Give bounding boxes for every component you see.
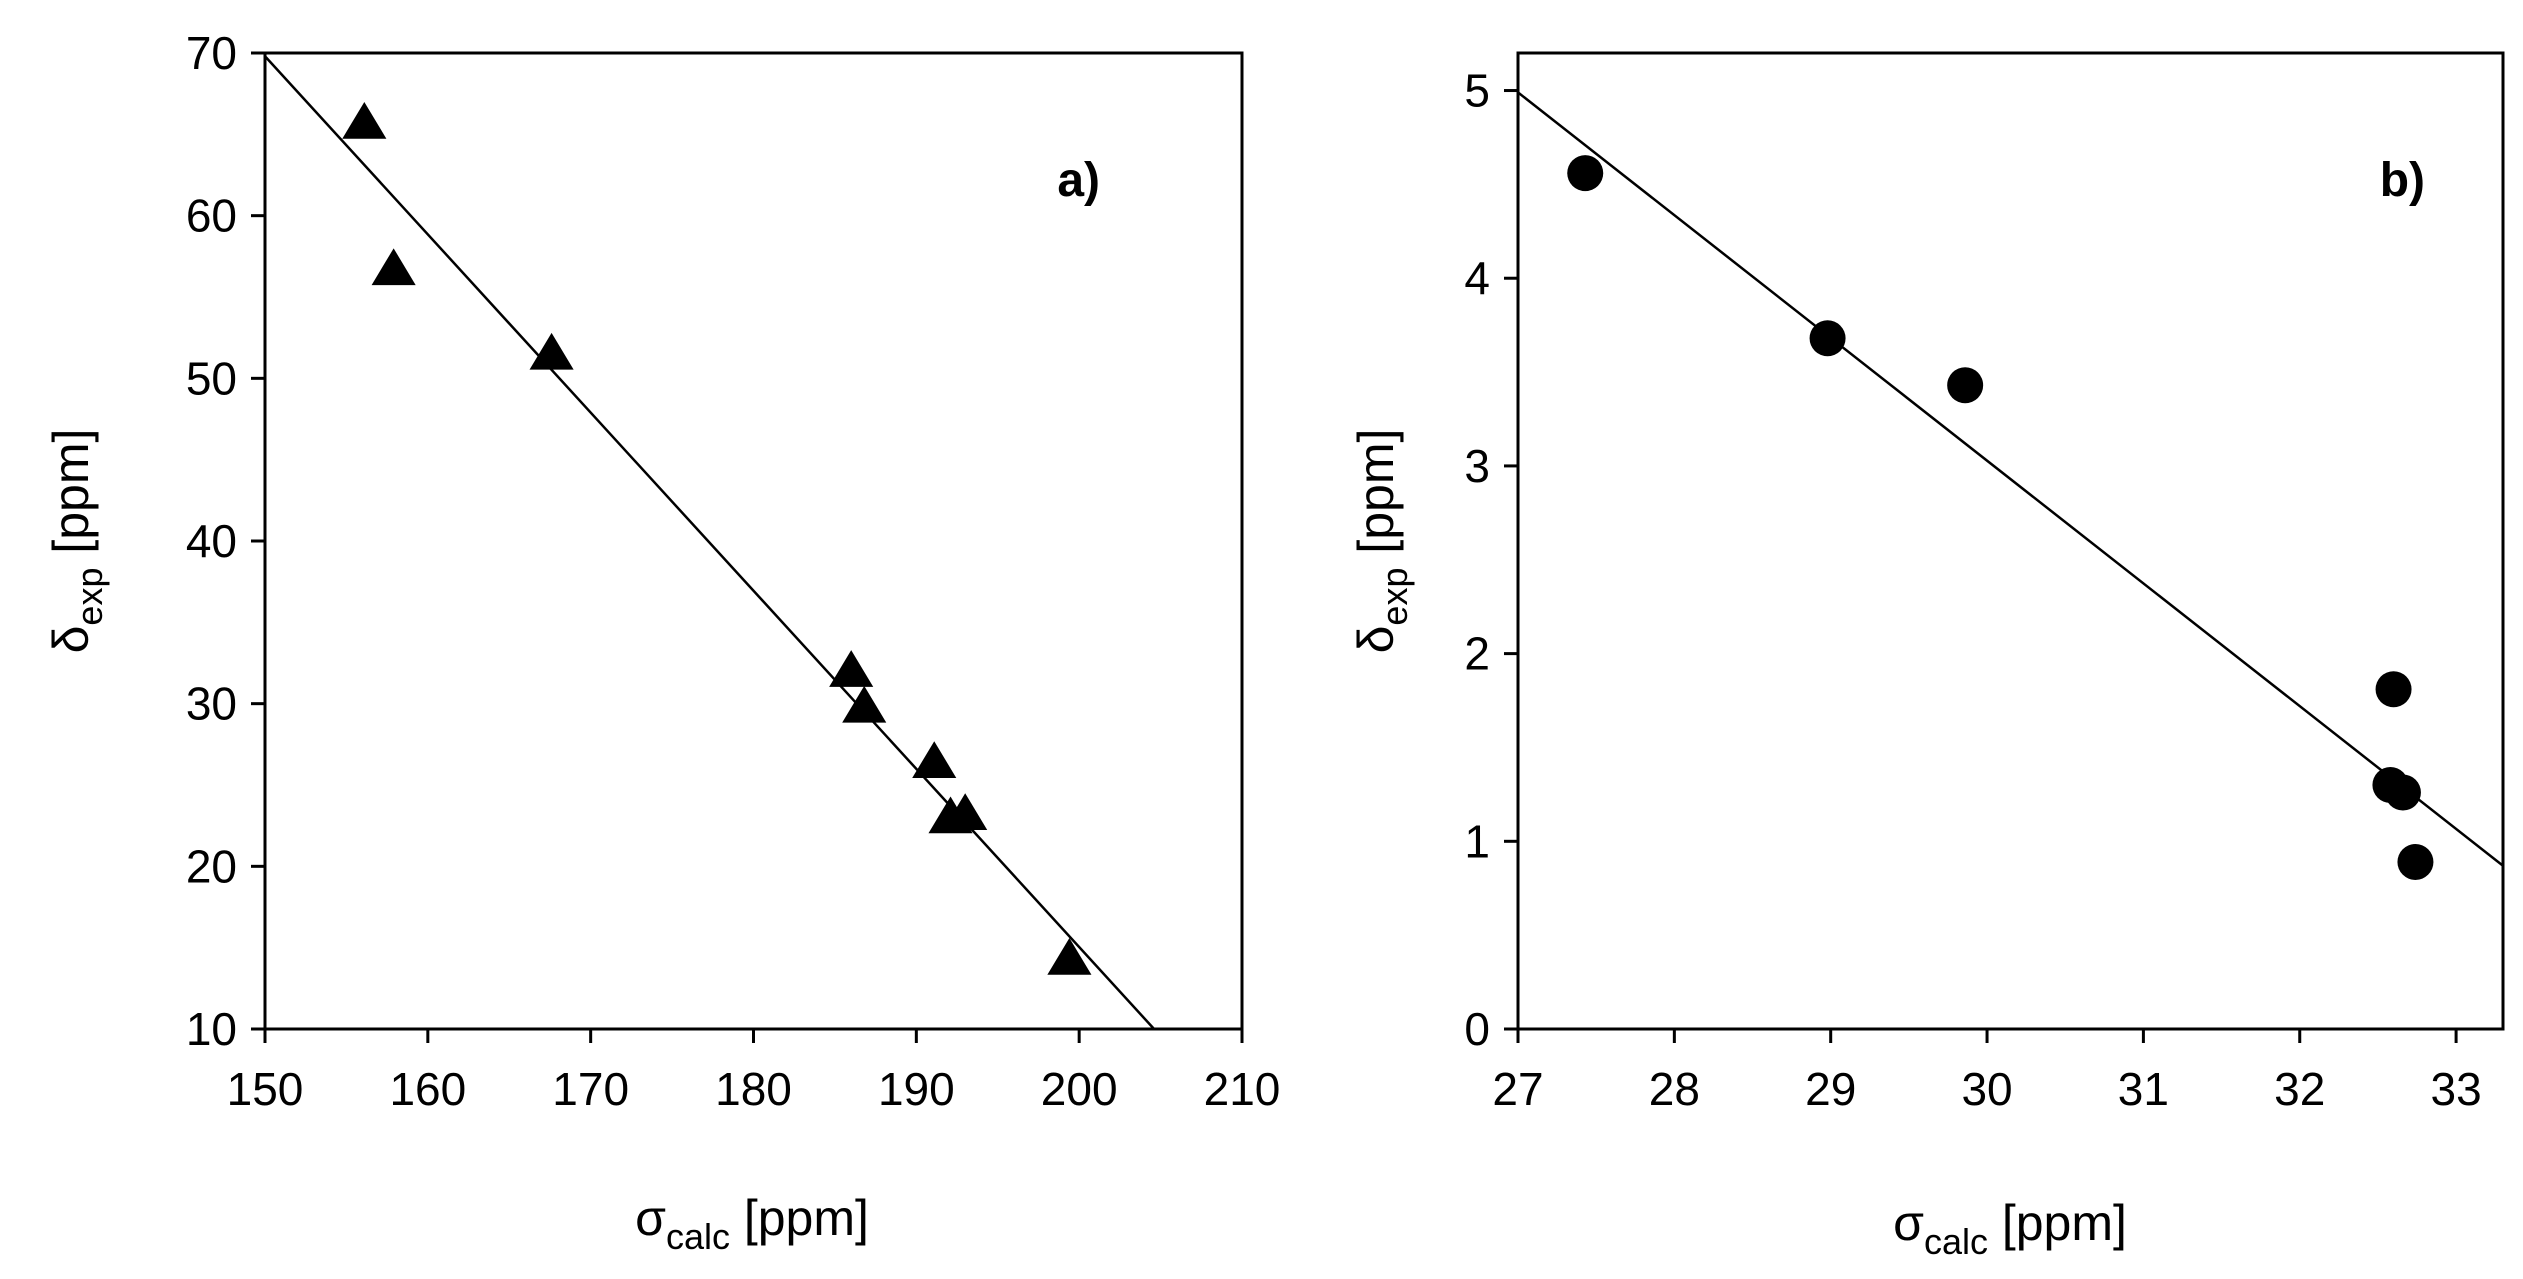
panel-a-x-tick-label: 210 bbox=[1204, 1063, 1281, 1115]
panel-b-label: b) bbox=[2380, 154, 2425, 207]
panel-b-point bbox=[2397, 844, 2433, 880]
panel-a-label: a) bbox=[1057, 154, 1100, 207]
panel-b-x-axis-unit: [ppm] bbox=[1988, 1195, 2127, 1251]
panel-b-x-tick-labels: 27 28 29 30 31 32 33 bbox=[1492, 1063, 2481, 1115]
panel-b-y-axis-subscript: exp bbox=[1374, 568, 1415, 626]
panel-a-y-axis-symbol: δ bbox=[43, 626, 99, 654]
panel-a-point bbox=[912, 741, 956, 778]
panel-a-point bbox=[829, 650, 873, 687]
panel-b-point bbox=[2376, 671, 2412, 707]
panel-b: 27 28 29 30 31 32 33 0 1 2 3 4 5 b) σcalc [ppm] δex… bbox=[1348, 53, 2503, 1262]
panel-a-x-tick-label: 170 bbox=[552, 1063, 629, 1115]
panel-a-y-tick-label: 50 bbox=[186, 352, 237, 404]
panel-a-y-tick-label: 10 bbox=[186, 1003, 237, 1055]
panel-b-y-ticks bbox=[1504, 91, 1518, 1029]
panel-b-point bbox=[2385, 775, 2421, 811]
panel-a-x-tick-label: 150 bbox=[227, 1063, 304, 1115]
panel-a-x-ticks bbox=[265, 1029, 1242, 1043]
panel-b-y-tick-label: 0 bbox=[1464, 1003, 1490, 1055]
panel-b-x-tick-label: 30 bbox=[1961, 1063, 2012, 1115]
panel-a-x-axis-symbol: σ bbox=[635, 1190, 666, 1246]
panel-a-point bbox=[1047, 938, 1091, 975]
panel-b-x-tick-label: 33 bbox=[2431, 1063, 2482, 1115]
panel-a-point bbox=[372, 248, 416, 285]
panel-a-y-ticks bbox=[251, 53, 265, 1029]
panel-b-point bbox=[1947, 367, 1983, 403]
panel-b-x-axis-subscript: calc bbox=[1924, 1221, 1988, 1262]
panel-a-x-axis-subscript: calc bbox=[666, 1216, 730, 1257]
panel-b-x-tick-label: 28 bbox=[1649, 1063, 1700, 1115]
panel-a-x-axis-title: σcalc [ppm] bbox=[635, 1190, 869, 1257]
panel-a-x-tick-label: 200 bbox=[1041, 1063, 1118, 1115]
panel-b-x-axis-symbol: σ bbox=[1893, 1195, 1924, 1251]
panel-a-y-axis-subscript: exp bbox=[69, 568, 110, 626]
panel-b-y-tick-label: 2 bbox=[1464, 628, 1490, 680]
panel-b-x-tick-label: 31 bbox=[2118, 1063, 2169, 1115]
panel-b-y-axis-title: δexp [ppm] bbox=[1348, 429, 1415, 654]
panel-a-y-axis-title: δexp [ppm] bbox=[43, 429, 110, 654]
panel-a-x-tick-label: 160 bbox=[389, 1063, 466, 1115]
figure: 150 160 170 180 190 200 210 10203040506070 a) … bbox=[0, 0, 2523, 1279]
panel-a-x-tick-label: 180 bbox=[715, 1063, 792, 1115]
panel-b-y-tick-label: 1 bbox=[1464, 815, 1490, 867]
panel-b-points bbox=[1567, 155, 2433, 880]
panel-a-fit-line-group bbox=[265, 56, 1154, 1029]
panel-a-point bbox=[842, 686, 886, 723]
panel-a-x-tick-label: 190 bbox=[878, 1063, 955, 1115]
panel-b-y-tick-label: 5 bbox=[1464, 65, 1490, 117]
panel-b-fit-line bbox=[1518, 92, 2503, 865]
panel-b-plot-frame bbox=[1518, 53, 2503, 1029]
panel-b-y-axis-symbol: δ bbox=[1348, 626, 1404, 654]
panel-a-y-tick-label: 40 bbox=[186, 515, 237, 567]
panel-b-y-axis-unit: [ppm] bbox=[1348, 429, 1404, 568]
panel-a-point bbox=[342, 102, 386, 139]
panel-a-y-tick-labels: 10 20 30 40 50 60 70 bbox=[186, 27, 237, 1055]
panel-a-y-axis-unit: [ppm] bbox=[43, 429, 99, 568]
panel-b-point bbox=[1567, 155, 1603, 191]
panel-a-y-tick-label: 70 bbox=[186, 27, 237, 79]
panel-b-y-tick-label: 3 bbox=[1464, 440, 1490, 492]
panel-b-x-tick-label: 27 bbox=[1492, 1063, 1543, 1115]
panel-a-points bbox=[342, 102, 1091, 975]
panel-b-x-ticks bbox=[1518, 1029, 2456, 1043]
panel-a-y-tick-label: 30 bbox=[186, 678, 237, 730]
panel-b-x-tick-label: 32 bbox=[2274, 1063, 2325, 1115]
panel-b-x-tick-label: 29 bbox=[1805, 1063, 1856, 1115]
panel-b-point bbox=[1810, 320, 1846, 356]
panel-b-y-tick-label: 4 bbox=[1464, 252, 1490, 304]
panel-b-x-axis-title: σcalc [ppm] bbox=[1893, 1195, 2127, 1262]
panel-a-x-axis-unit: [ppm] bbox=[730, 1190, 869, 1246]
panel-a-y-tick-label: 20 bbox=[186, 840, 237, 892]
panel-a-x-tick-labels: 150 160 170 180 190 200 210 bbox=[227, 1063, 1281, 1115]
panel-b-y-tick-labels: 0 1 2 3 4 5 bbox=[1464, 65, 1490, 1055]
panel-a-fit-line bbox=[265, 56, 1154, 1029]
panel-b-fit-line-group bbox=[1518, 92, 2503, 865]
panel-a-y-tick-label: 60 bbox=[186, 190, 237, 242]
